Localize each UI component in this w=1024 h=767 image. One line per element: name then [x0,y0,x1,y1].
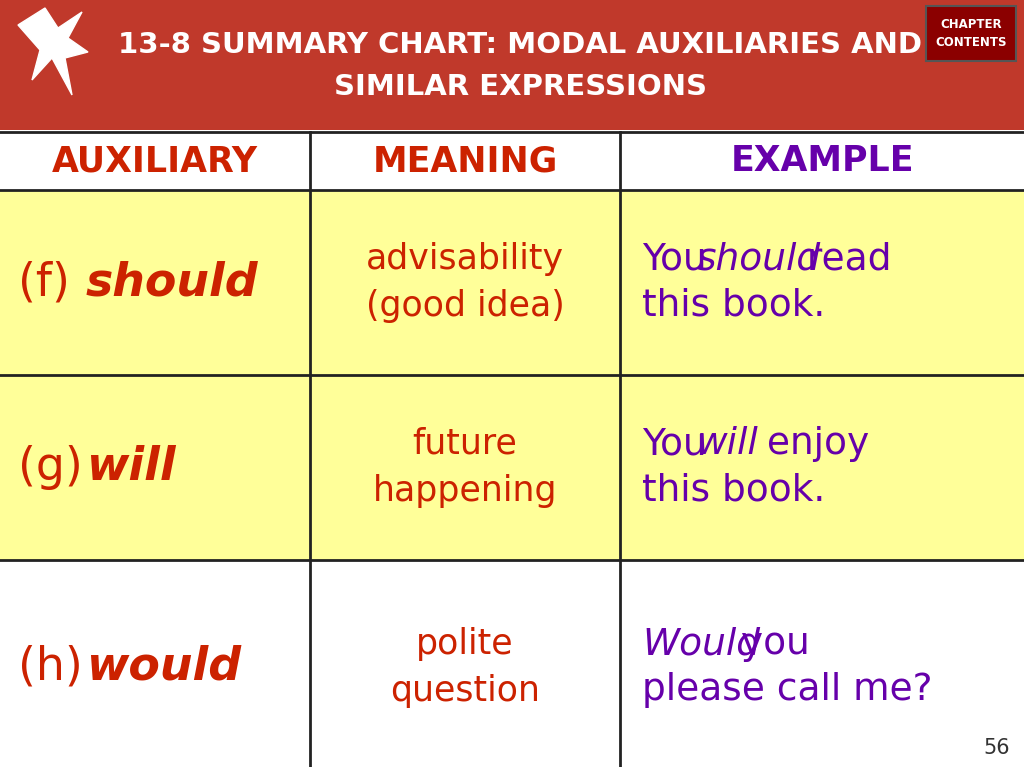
Text: please call me?: please call me? [642,673,933,709]
Bar [0,132,1024,190]
Bar [0,375,310,560]
Bar [310,560,620,767]
Text: You: You [642,426,719,463]
Text: should: should [697,242,821,278]
Text: advisability
(good idea): advisability (good idea) [366,242,564,323]
Text: would: would [86,645,241,690]
Bar [620,560,1024,767]
Text: (f): (f) [18,260,85,305]
Text: will: will [697,426,759,463]
Text: Would: Would [642,627,760,663]
Text: CHAPTER
CONTENTS: CHAPTER CONTENTS [935,18,1007,48]
Bar [310,190,620,375]
Text: future
happening: future happening [373,426,557,509]
Text: you: you [729,627,810,663]
Text: should: should [86,260,259,305]
Text: this book.: this book. [642,288,825,324]
Text: will: will [86,445,176,490]
Text: read: read [795,242,892,278]
Text: You: You [642,242,719,278]
Text: 13-8 SUMMARY CHART: MODAL AUXILIARIES AND: 13-8 SUMMARY CHART: MODAL AUXILIARIES AN… [118,31,922,59]
Text: this book.: this book. [642,472,825,509]
Text: (h): (h) [18,645,97,690]
Polygon shape [18,8,88,95]
Bar [0,190,310,375]
Text: SIMILAR EXPRESSIONS: SIMILAR EXPRESSIONS [334,73,707,101]
Bar [0,0,1024,130]
Bar [310,375,620,560]
Text: 56: 56 [983,738,1010,758]
Bar [0,560,310,767]
Text: EXAMPLE: EXAMPLE [730,144,913,178]
Text: AUXILIARY: AUXILIARY [52,144,258,178]
Text: enjoy: enjoy [755,426,869,463]
Text: (g): (g) [18,445,97,490]
Bar [620,190,1024,375]
Text: polite
question: polite question [390,627,540,708]
Bar [926,6,1016,61]
Text: MEANING: MEANING [373,144,558,178]
Bar [620,375,1024,560]
